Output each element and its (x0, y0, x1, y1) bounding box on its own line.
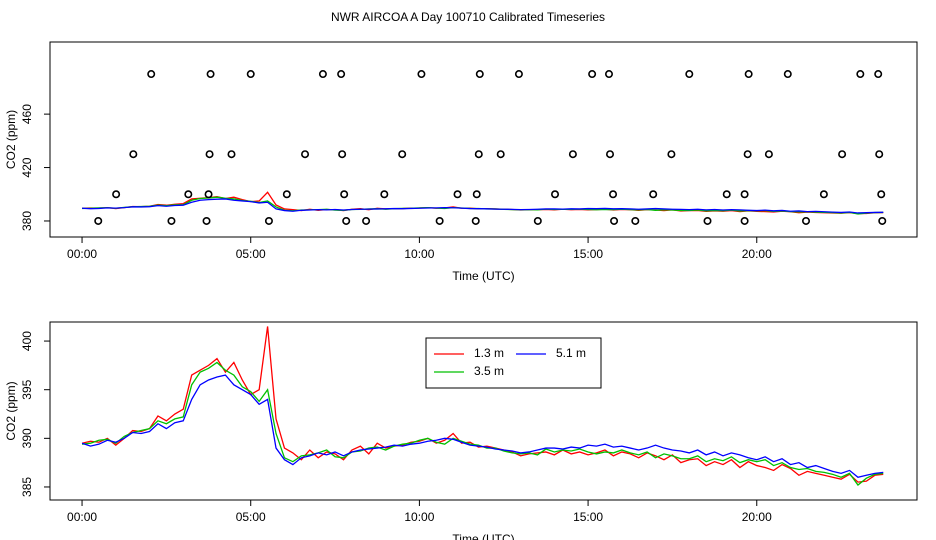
x-tick-label: 20:00 (742, 247, 772, 261)
point (743, 150, 752, 159)
legend-label: 1.3 m (474, 346, 504, 360)
legend-label: 3.5 m (474, 364, 504, 378)
series-line (81, 374, 884, 478)
point (744, 70, 753, 79)
point (337, 70, 346, 79)
x-tick-label: 10:00 (404, 247, 434, 261)
point (453, 190, 462, 199)
point (301, 150, 310, 159)
point (588, 70, 597, 79)
point (631, 216, 640, 225)
point (112, 190, 121, 199)
point (856, 70, 865, 79)
point (764, 150, 773, 159)
x-tick-label: 15:00 (573, 247, 603, 261)
point (533, 216, 542, 225)
point (167, 216, 176, 225)
point (342, 216, 351, 225)
point (551, 190, 560, 199)
point (609, 190, 618, 199)
point (703, 216, 712, 225)
point (838, 150, 847, 159)
x-tick-label: 10:00 (404, 510, 434, 524)
y-axis-label: CO2 (ppm) (4, 110, 18, 169)
point (206, 70, 215, 79)
point (147, 70, 156, 79)
point (649, 190, 658, 199)
point (129, 150, 138, 159)
x-tick-label: 05:00 (236, 247, 266, 261)
point (667, 150, 676, 159)
point (435, 216, 444, 225)
y-tick-label: 380 (20, 211, 34, 231)
point (202, 216, 211, 225)
page-title: NWR AIRCOA A Day 100710 Calibrated Times… (331, 10, 605, 24)
point (471, 216, 480, 225)
point (568, 150, 577, 159)
point (819, 190, 828, 199)
x-tick-label: 20:00 (742, 510, 772, 524)
point (877, 190, 886, 199)
y-tick-label: 420 (20, 157, 34, 177)
point (604, 70, 613, 79)
point (472, 190, 481, 199)
point (282, 190, 291, 199)
point (204, 190, 213, 199)
y-tick-label: 460 (20, 104, 34, 124)
point (878, 216, 887, 225)
point (740, 216, 749, 225)
legend-box (425, 337, 602, 389)
point (685, 70, 694, 79)
legend-label: 5.1 m (556, 346, 586, 360)
point (874, 70, 883, 79)
x-axis-label: Time (UTC) (452, 269, 514, 283)
y-tick-label: 400 (20, 331, 34, 351)
point (610, 216, 619, 225)
point (740, 190, 749, 199)
point (514, 70, 523, 79)
y-tick-label: 385 (20, 477, 34, 497)
point (264, 216, 273, 225)
point (318, 70, 327, 79)
x-tick-label: 15:00 (573, 510, 603, 524)
point (398, 150, 407, 159)
y-tick-label: 395 (20, 379, 34, 399)
point (475, 70, 484, 79)
point (783, 70, 792, 79)
point (722, 190, 731, 199)
point (362, 216, 371, 225)
x-tick-label: 05:00 (236, 510, 266, 524)
point (338, 150, 347, 159)
plot-box (49, 321, 918, 501)
point (227, 150, 236, 159)
point (802, 216, 811, 225)
x-tick-label: 00:00 (67, 510, 97, 524)
point (184, 190, 193, 199)
point (606, 150, 615, 159)
point (496, 150, 505, 159)
plot-box (49, 41, 918, 238)
y-tick-label: 390 (20, 428, 34, 448)
point (417, 70, 426, 79)
point (205, 150, 214, 159)
point (875, 150, 884, 159)
point (340, 190, 349, 199)
x-tick-label: 00:00 (67, 247, 97, 261)
point (246, 70, 255, 79)
point (474, 150, 483, 159)
point (94, 216, 103, 225)
series-line (82, 198, 884, 214)
y-axis-label: CO2 (ppm) (4, 381, 18, 440)
point (380, 190, 389, 199)
x-axis-label: Time (UTC) (452, 532, 514, 540)
